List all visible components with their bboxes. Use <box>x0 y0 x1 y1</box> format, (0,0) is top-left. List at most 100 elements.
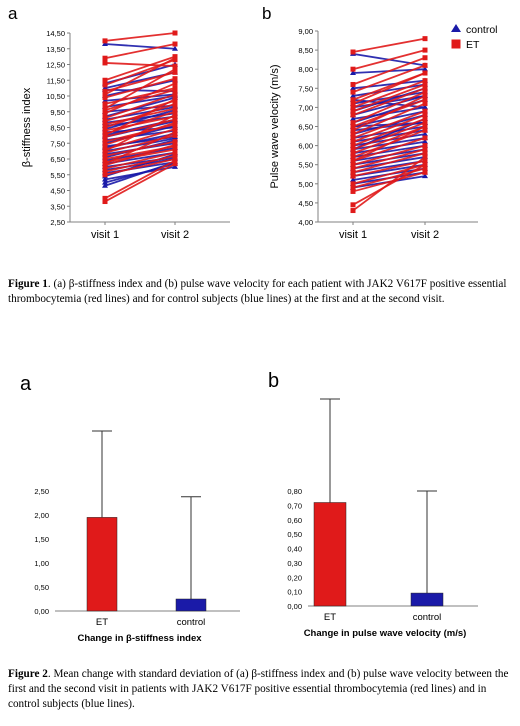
fig1a-et-point <box>102 110 108 116</box>
fig1a-ET-line <box>104 43 176 60</box>
fig1b-et-point <box>350 173 356 179</box>
fig1a-et-point <box>172 120 178 126</box>
fig1b-ET-line <box>352 163 426 185</box>
fig1b-et-point <box>422 158 428 164</box>
fig1b-et-point <box>350 124 356 129</box>
fig2b-bar-control <box>410 592 444 607</box>
fig1b-et-point <box>422 162 428 168</box>
fig1b-control-line <box>352 95 426 116</box>
fig1b-et-point <box>350 185 356 191</box>
fig1a-ET-line <box>104 99 176 123</box>
fig2a-y-tick-label: 1,00 <box>34 559 49 568</box>
fig1a-et-point <box>172 147 178 153</box>
fig1a-ET-line <box>104 57 176 96</box>
fig1a-ET-line <box>104 55 176 82</box>
fig1a-et-point <box>172 41 178 47</box>
fig1a-y-tick-label: 11,50 <box>47 76 65 85</box>
fig1b-control-point <box>350 70 356 76</box>
fig1a-y-label: β-stiffness index <box>21 87 33 167</box>
fig1a-ET-line <box>104 103 176 129</box>
fig1a-et-point <box>172 132 178 138</box>
fig2b-y-tick-label: 0,60 <box>287 516 302 525</box>
fig1b-control-point <box>422 131 428 137</box>
fig1b-et-point <box>422 127 428 133</box>
fig1b-ET-line <box>352 152 426 174</box>
fig1b-ET-line <box>352 110 426 139</box>
fig1b-et-point <box>350 139 356 145</box>
fig1b-ET-line <box>352 95 426 132</box>
fig1a-y-tick-label: 9,50 <box>50 108 65 117</box>
fig1a-et-point <box>102 165 108 171</box>
fig1a-et-point <box>102 106 108 112</box>
fig1a-y-tick-label: 3,50 <box>50 202 65 211</box>
fig1a-et-point <box>102 142 108 148</box>
legend-et-marker <box>451 39 461 49</box>
fig1b-et-point <box>350 169 356 175</box>
fig2b-bar-ET <box>313 502 347 607</box>
fig1b-et-point <box>350 202 356 208</box>
fig1a-et-point <box>102 121 108 127</box>
fig1b-et-point <box>422 85 428 91</box>
fig1a-et-point <box>172 153 178 159</box>
figure2-caption-text: . Mean change with standard deviation of… <box>8 668 509 710</box>
fig1a-control-line <box>104 43 176 50</box>
fig1a-et-point <box>172 139 178 145</box>
fig1a-et-point <box>102 156 108 162</box>
fig1b-control-point <box>350 92 356 98</box>
fig1a-ET-line <box>104 118 176 138</box>
fig1b-ET-line <box>352 87 426 116</box>
fig1b-et-point <box>422 97 428 103</box>
fig2b-category-label: control <box>413 612 442 623</box>
fig1a-y-tick-label: 2,50 <box>50 218 65 227</box>
fig2a-y-tick-label: 0,00 <box>34 607 49 616</box>
fig1b-ET-line <box>352 171 426 193</box>
figure1-caption-text: . (a) β-stiffness index and (b) pulse wa… <box>8 278 507 305</box>
fig2a-category-label: control <box>177 617 206 628</box>
fig1a-et-point <box>102 55 108 61</box>
fig1a-ET-line <box>104 131 176 165</box>
fig1b-control-point <box>422 66 428 72</box>
fig1a-et-point <box>102 195 108 201</box>
legend-control-marker <box>451 24 461 32</box>
fig1b-ET-line <box>352 91 426 124</box>
fig1a-ET-line <box>104 143 176 167</box>
fig1-panel-b-letter: b <box>262 4 272 23</box>
fig1b-et-point <box>350 81 356 87</box>
fig1b-y-tick-label: 8,50 <box>298 46 313 55</box>
fig1a-ET-line <box>104 93 176 119</box>
fig1b-et-point <box>350 108 356 114</box>
fig1b-et-point <box>350 127 356 133</box>
fig1a-et-point <box>102 172 108 178</box>
fig1a-et-point <box>102 132 108 138</box>
fig1a-et-point <box>102 82 108 88</box>
fig1a-ET-line <box>104 159 176 200</box>
fig1b-ET-line <box>352 159 426 178</box>
fig1b-et-point <box>350 150 356 156</box>
legend-control-label: control <box>466 24 498 36</box>
fig1a-y-tick-label: 6,50 <box>50 155 65 164</box>
fig1b-et-point <box>422 169 428 175</box>
fig1b-et-point <box>422 62 428 68</box>
fig1a-et-point <box>172 129 178 135</box>
fig1b-y-tick-label: 7,00 <box>298 103 313 112</box>
fig1b-control-line <box>352 140 426 155</box>
fig1a-et-point <box>172 80 178 86</box>
fig1b-et-point <box>350 162 356 168</box>
fig1a-et-point <box>102 91 108 97</box>
fig2b-y-tick-label: 0,30 <box>287 559 302 568</box>
fig2b-y-tick-label: 0,10 <box>287 588 302 597</box>
fig2a-bar-control <box>175 598 207 612</box>
fig1a-et-point <box>172 30 178 36</box>
fig1a-ET-line <box>104 68 176 110</box>
fig1a-control-point <box>102 182 108 188</box>
fig1b-control-point <box>422 173 428 179</box>
fig1b-x-tick-label: visit 1 <box>339 229 367 241</box>
fig1b-ET-line <box>352 114 426 143</box>
fig1a-ET-line <box>104 98 176 137</box>
fig1b-et-point <box>422 81 428 87</box>
fig1a-y-tick-label: 13,50 <box>46 45 65 54</box>
fig1b-y-tick-label: 7,50 <box>298 84 313 93</box>
figure2-caption: Figure 2. Mean change with standard devi… <box>8 667 513 712</box>
fig1a-et-point <box>172 55 178 61</box>
fig1b-ET-line <box>352 72 426 105</box>
